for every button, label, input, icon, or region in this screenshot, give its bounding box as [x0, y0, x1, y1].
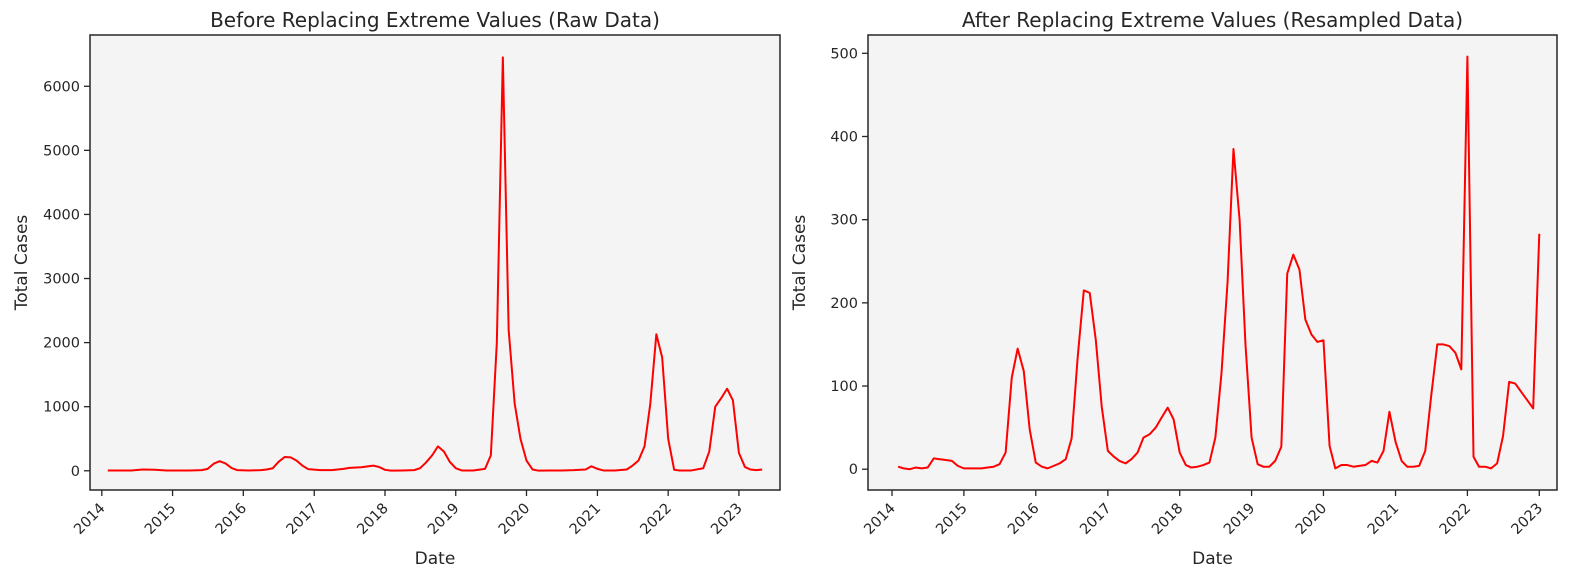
chart-1-x-tick-label: 2017: [284, 501, 321, 538]
chart-1-axes-frame: [89, 34, 781, 491]
chart-2-y-axis-label: Total Cases: [790, 215, 810, 312]
chart-1-y-tick-label: 0: [71, 464, 80, 480]
chart-1-x-tick-label: 2018: [354, 501, 391, 538]
chart-1-x-tick-label: 2020: [496, 501, 533, 538]
chart-1-x-tick-label: 2019: [425, 501, 462, 538]
chart-2-y-tick-label: 0: [849, 462, 858, 478]
chart-2-x-tick-label: 2023: [1509, 501, 1546, 538]
chart-2-y-tick-label: 200: [830, 296, 858, 312]
chart-1-y-tick-label: 1000: [43, 400, 80, 416]
chart-2-x-tick-label: 2014: [861, 501, 898, 538]
chart-1-x-tick-label: 2022: [638, 501, 675, 538]
chart-2-x-tick-label: 2020: [1293, 501, 1330, 538]
chart-2-axes-frame: [867, 34, 1558, 491]
chart-1-x-tick-label: 2015: [142, 501, 179, 538]
chart-2-x-tick-label: 2017: [1077, 501, 1114, 538]
chart-1-x-tick-label: 2014: [71, 501, 108, 538]
chart-2-y-tick-label: 100: [830, 379, 858, 395]
chart-2-y-tick-label: 400: [830, 129, 858, 145]
chart-2-title: After Replacing Extreme Values (Resample…: [962, 8, 1463, 32]
chart-2-y-tick-label: 500: [830, 46, 858, 62]
chart-1-title: Before Replacing Extreme Values (Raw Dat…: [210, 8, 660, 32]
chart-1-y-tick-label: 5000: [43, 143, 80, 159]
chart-1-y-tick-label: 3000: [43, 272, 80, 288]
chart-2-y-tick-label: 300: [830, 213, 858, 229]
chart-1-y-tick-label: 4000: [43, 207, 80, 223]
chart-1-x-tick-label: 2023: [708, 501, 745, 538]
chart-2-series-line-1: [897, 55, 1541, 471]
chart-2-x-tick-label: 2022: [1437, 501, 1474, 538]
chart-1-x-tick-label: 2021: [567, 501, 604, 538]
chart-2-x-tick-label: 2021: [1365, 501, 1402, 538]
chart-1-y-tick-label: 2000: [43, 336, 80, 352]
chart-2-x-tick-label: 2019: [1221, 501, 1258, 538]
chart-2-x-tick-label: 2016: [1005, 501, 1042, 538]
chart-1-x-axis-label: Date: [415, 549, 456, 569]
chart-1-group: 0 1000 2000 3000 4000 5000 6000 2014 2015 2016 201…: [12, 8, 781, 569]
chart-1-y-axis-label: Total Cases: [12, 215, 32, 312]
chart-1-plot-area: [90, 35, 780, 490]
chart-1-y-tick-label: 6000: [43, 79, 80, 95]
chart-2-x-tick-label: 2015: [933, 501, 970, 538]
chart-1-series-line-1: [107, 56, 763, 472]
chart-2-group: 0 100 200 300 400 500 2014 2015 2016 2017 2018 2019…: [790, 8, 1558, 569]
chart-2-x-tick-label: 2018: [1149, 501, 1186, 538]
chart-1-x-tick-label: 2016: [213, 501, 250, 538]
chart-2-plot-area: [868, 35, 1557, 490]
chart-2-x-axis-label: Date: [1192, 549, 1233, 569]
